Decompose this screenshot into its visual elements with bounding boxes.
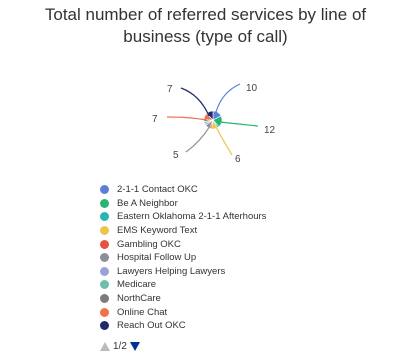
- legend-label: Online Chat: [117, 306, 168, 318]
- data-label-online-chat: 7: [152, 114, 158, 125]
- legend-marker-icon: [100, 321, 109, 331]
- legend-item-online-chat[interactable]: Online Chat: [100, 305, 400, 319]
- legend-marker-icon: [100, 185, 109, 195]
- data-label-reach-out-okc: 7: [167, 84, 173, 95]
- legend-page-up-icon[interactable]: [100, 342, 110, 351]
- legend-marker-icon: [100, 253, 109, 263]
- legend-label: Be A Neighbor: [117, 197, 178, 209]
- data-label-be-a-neighbor: 12: [264, 125, 276, 136]
- legend-marker-icon: [100, 280, 109, 290]
- leader-line-reach-out-okc: [180, 87, 210, 117]
- leader-line-hospital-follow-up: [185, 125, 211, 153]
- pie-chart: 7 10 7 12 5 6: [152, 83, 276, 165]
- legend-item-be-a-neighbor[interactable]: Be A Neighbor: [100, 197, 400, 211]
- legend-item-eastern-oklahoma-2-1-1-afterhours[interactable]: Eastern Oklahoma 2-1-1 Afterhours: [100, 210, 400, 224]
- data-label-hospital-follow-up: 5: [173, 150, 179, 161]
- legend-item-gambling-okc[interactable]: Gambling OKC: [100, 237, 400, 251]
- legend-item-2-1-1-contact-okc[interactable]: 2-1-1 Contact OKC: [100, 183, 400, 197]
- legend-item-ems-keyword-text[interactable]: EMS Keyword Text: [100, 224, 400, 238]
- legend: 2-1-1 Contact OKC Be A Neighbor Eastern Ok…: [100, 183, 400, 336]
- leader-line-online-chat: [166, 116, 207, 121]
- legend-marker-icon: [100, 294, 109, 304]
- legend-page-indicator: 1/2: [113, 341, 127, 352]
- legend-page-down-icon[interactable]: [129, 342, 140, 351]
- leader-line-be-a-neighbor: [219, 121, 259, 127]
- legend-marker-icon: [100, 226, 109, 236]
- legend-label: Reach Out OKC: [117, 320, 186, 332]
- leader-line-ems-keyword-text: [215, 126, 233, 156]
- legend-label: EMS Keyword Text: [117, 225, 198, 237]
- legend-marker-icon: [100, 239, 109, 249]
- legend-marker-icon: [100, 212, 109, 222]
- legend-label: Eastern Oklahoma 2-1-1 Afterhours: [117, 211, 267, 223]
- legend-label: Gambling OKC: [117, 238, 181, 250]
- legend-marker-icon: [100, 266, 109, 276]
- legend-label: 2-1-1 Contact OKC: [117, 184, 198, 196]
- data-label-2-1-1-contact-okc: 10: [246, 83, 258, 94]
- legend-item-medicare[interactable]: Medicare: [100, 278, 400, 292]
- legend-label: Medicare: [117, 279, 157, 291]
- chart-title-line-1: Total number of referred services by lin…: [44, 5, 367, 24]
- legend-label: Hospital Follow Up: [117, 252, 197, 264]
- legend-pager: 1/2: [100, 341, 140, 352]
- leader-line-2-1-1-contact-okc: [215, 83, 241, 113]
- legend-marker-icon: [100, 198, 109, 208]
- chart-title-line-2: business (type of call): [123, 27, 288, 46]
- chart-title: Total number of referred services by lin…: [0, 4, 411, 48]
- legend-item-northcare[interactable]: NorthCare: [100, 292, 400, 306]
- legend-item-lawyers-helping-lawyers[interactable]: Lawyers Helping Lawyers: [100, 265, 400, 279]
- legend-label: Lawyers Helping Lawyers: [117, 265, 226, 277]
- legend-label: NorthCare: [117, 293, 161, 305]
- legend-item-reach-out-okc[interactable]: Reach Out OKC: [100, 319, 400, 333]
- legend-marker-icon: [100, 307, 109, 317]
- data-label-ems-keyword-text: 6: [235, 154, 241, 165]
- legend-item-hospital-follow-up[interactable]: Hospital Follow Up: [100, 251, 400, 265]
